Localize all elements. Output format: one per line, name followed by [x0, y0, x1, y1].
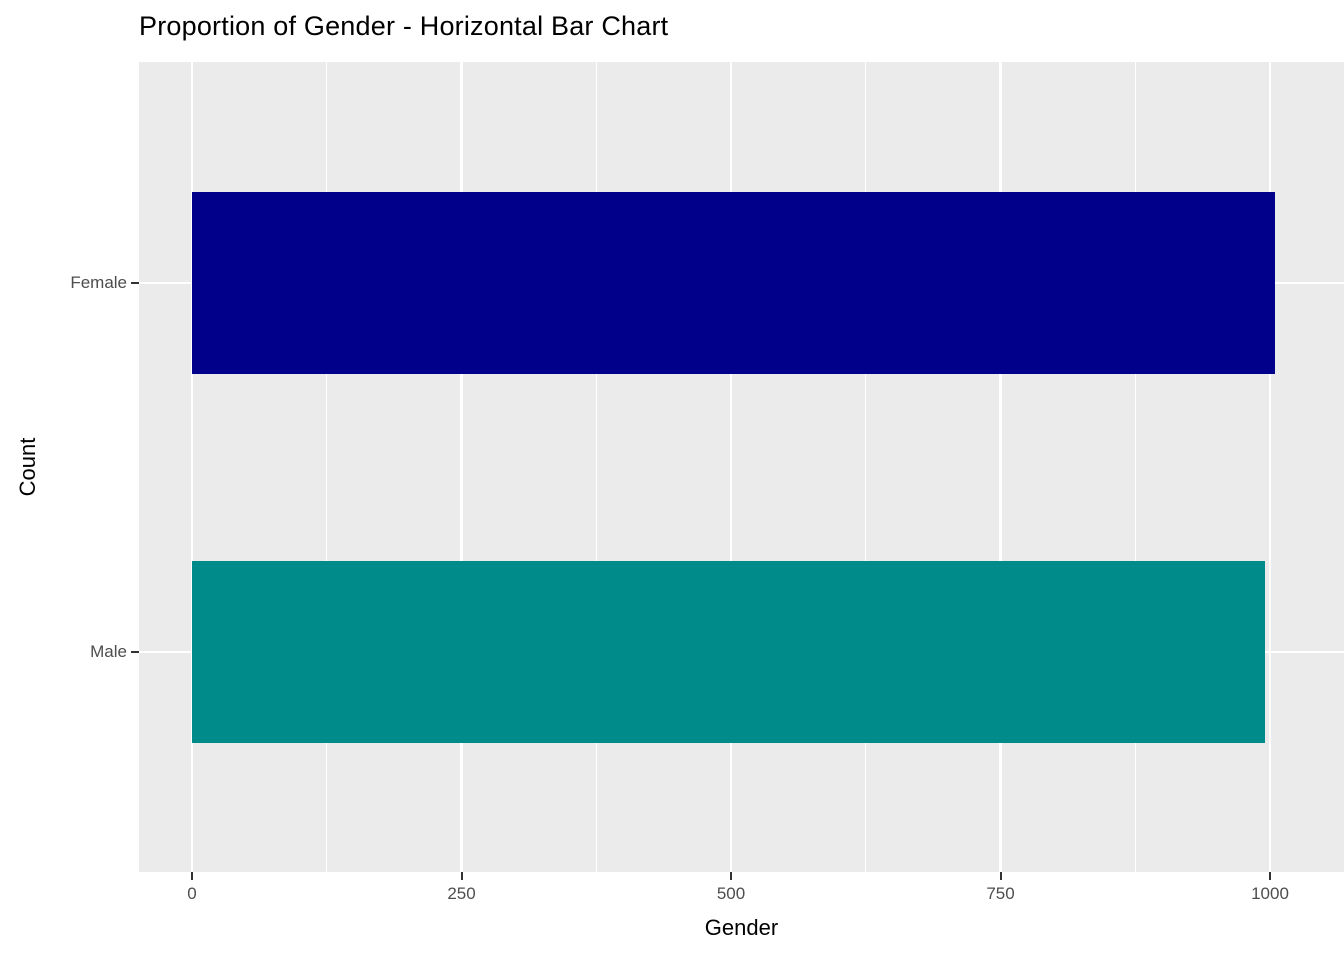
major-gridline: [729, 62, 733, 872]
bar-male: [192, 561, 1265, 743]
minor-gridline: [326, 62, 328, 872]
x-tick-label: 500: [716, 884, 746, 903]
minor-gridline: [865, 62, 867, 872]
y-tick-label: Male: [90, 642, 127, 661]
chart-title: Proportion of Gender - Horizontal Bar Ch…: [139, 11, 669, 41]
x-tick-label: 0: [187, 884, 197, 903]
x-tick-label: 1000: [1251, 884, 1289, 903]
minor-gridline: [1134, 62, 1136, 872]
bar-female: [192, 192, 1276, 374]
x-tick-mark: [999, 872, 1002, 880]
major-gridline: [999, 62, 1002, 872]
x-tick-label: 250: [447, 884, 476, 903]
major-gridline: [460, 62, 463, 872]
minor-gridline: [595, 62, 597, 872]
x-tick-mark: [460, 872, 463, 880]
major-gridline: [190, 62, 194, 872]
x-tick-mark: [191, 872, 193, 880]
x-tick-label: 750: [986, 884, 1015, 903]
major-gridline: [1268, 62, 1272, 872]
x-tick-mark: [1269, 872, 1271, 880]
y-axis-title: Count: [15, 437, 40, 497]
x-axis-title: Gender: [704, 915, 779, 940]
plot-panel: [139, 62, 1344, 872]
y-tick-mark: [131, 282, 139, 284]
x-tick-mark: [730, 872, 732, 880]
y-tick-mark: [131, 651, 139, 653]
y-tick-label: Female: [70, 273, 127, 292]
